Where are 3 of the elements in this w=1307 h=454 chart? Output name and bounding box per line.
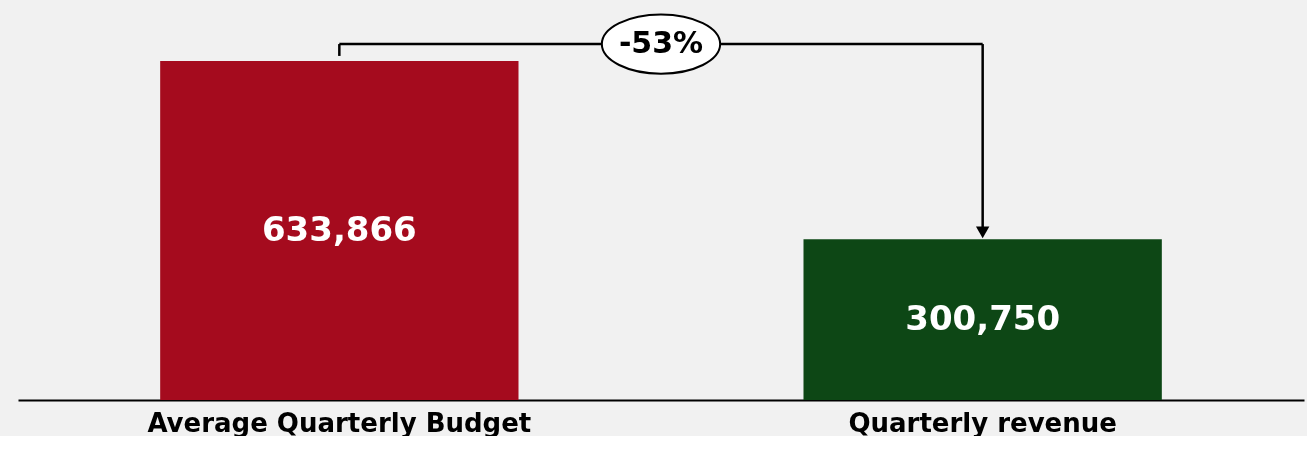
text: -53% [618,25,704,61]
data-label: 633,866 [261,208,417,249]
data-label: 300,750 [905,297,1061,338]
